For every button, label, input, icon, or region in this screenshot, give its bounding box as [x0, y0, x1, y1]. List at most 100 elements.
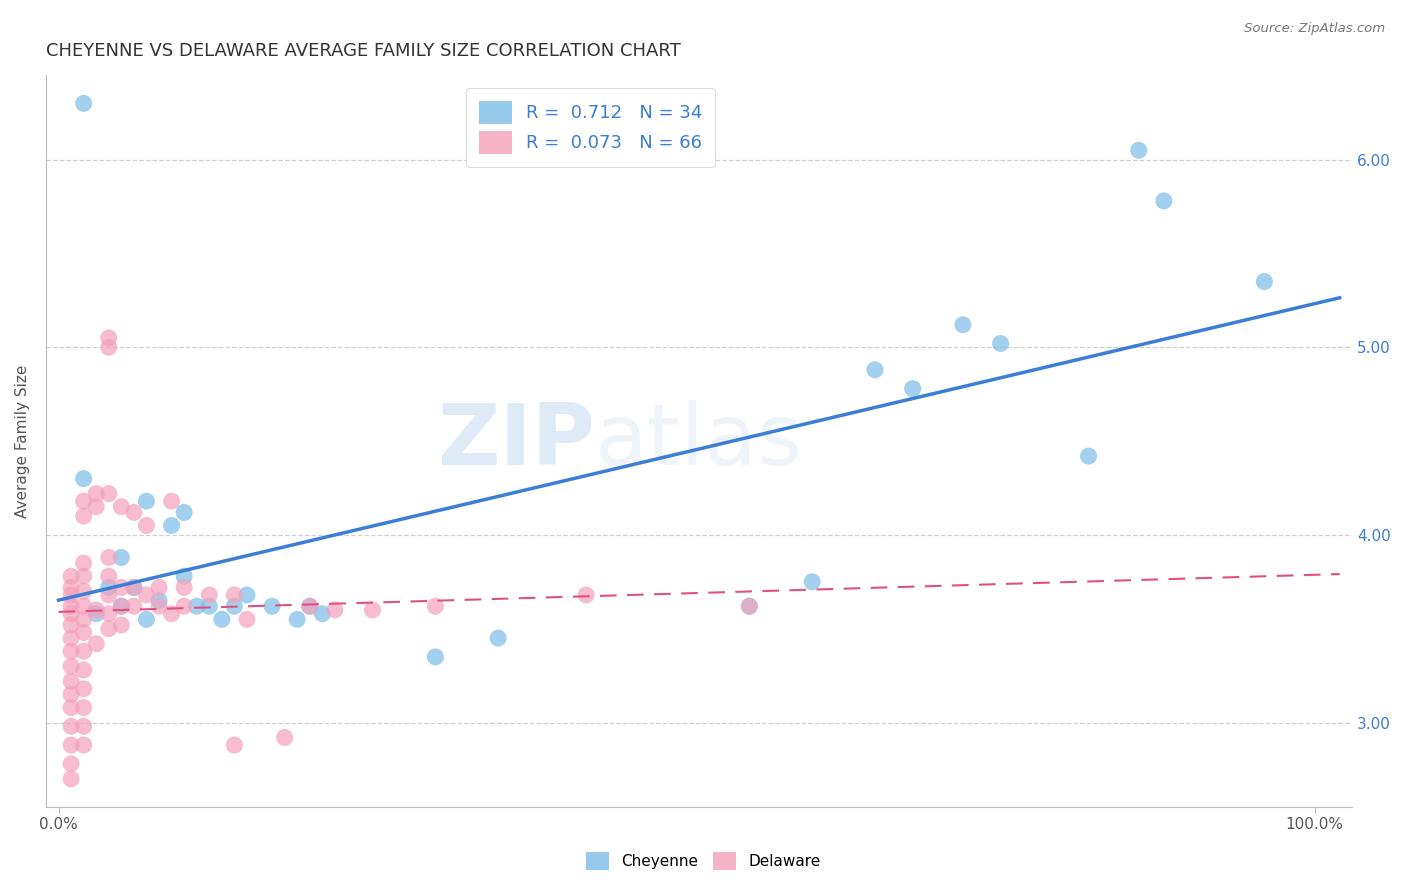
- Point: [148, 581, 170, 595]
- Point: [198, 599, 221, 614]
- Point: [236, 588, 259, 602]
- Point: [60, 607, 83, 621]
- Point: [60, 687, 83, 701]
- Point: [110, 550, 132, 565]
- Point: [72, 644, 94, 658]
- Point: [72, 700, 94, 714]
- Point: [84, 637, 107, 651]
- Point: [224, 588, 246, 602]
- Point: [298, 599, 321, 614]
- Point: [110, 618, 132, 632]
- Point: [173, 569, 195, 583]
- Point: [110, 599, 132, 614]
- Point: [311, 607, 333, 621]
- Text: ZIP: ZIP: [437, 400, 595, 483]
- Point: [160, 494, 183, 508]
- Point: [97, 486, 120, 500]
- Point: [425, 599, 447, 614]
- Point: [60, 719, 83, 733]
- Point: [901, 382, 924, 396]
- Point: [148, 599, 170, 614]
- Text: CHEYENNE VS DELAWARE AVERAGE FAMILY SIZE CORRELATION CHART: CHEYENNE VS DELAWARE AVERAGE FAMILY SIZE…: [46, 42, 681, 60]
- Text: atlas: atlas: [595, 400, 803, 483]
- Point: [97, 331, 120, 345]
- Point: [97, 569, 120, 583]
- Point: [72, 612, 94, 626]
- Legend: Cheyenne, Delaware: Cheyenne, Delaware: [579, 846, 827, 876]
- Point: [148, 593, 170, 607]
- Point: [1128, 143, 1150, 157]
- Point: [236, 612, 259, 626]
- Point: [60, 756, 83, 771]
- Point: [160, 518, 183, 533]
- Point: [60, 599, 83, 614]
- Point: [60, 618, 83, 632]
- Point: [97, 550, 120, 565]
- Point: [72, 569, 94, 583]
- Point: [122, 599, 145, 614]
- Point: [60, 738, 83, 752]
- Point: [1077, 449, 1099, 463]
- Point: [160, 607, 183, 621]
- Point: [60, 644, 83, 658]
- Point: [1253, 275, 1275, 289]
- Point: [97, 581, 120, 595]
- Point: [198, 588, 221, 602]
- Point: [84, 607, 107, 621]
- Point: [72, 472, 94, 486]
- Point: [738, 599, 761, 614]
- Point: [122, 581, 145, 595]
- Point: [224, 738, 246, 752]
- Point: [173, 581, 195, 595]
- Point: [211, 612, 233, 626]
- Point: [84, 500, 107, 514]
- Point: [60, 569, 83, 583]
- Point: [173, 505, 195, 519]
- Point: [84, 486, 107, 500]
- Point: [186, 599, 208, 614]
- Point: [72, 96, 94, 111]
- Point: [110, 599, 132, 614]
- Point: [486, 631, 509, 645]
- Point: [135, 518, 157, 533]
- Point: [72, 663, 94, 677]
- Point: [60, 631, 83, 645]
- Point: [72, 494, 94, 508]
- Point: [110, 581, 132, 595]
- Point: [60, 700, 83, 714]
- Point: [135, 588, 157, 602]
- Point: [97, 622, 120, 636]
- Point: [72, 738, 94, 752]
- Point: [298, 599, 321, 614]
- Point: [60, 674, 83, 689]
- Point: [224, 599, 246, 614]
- Point: [1153, 194, 1175, 208]
- Legend: R =  0.712   N = 34, R =  0.073   N = 66: R = 0.712 N = 34, R = 0.073 N = 66: [467, 88, 716, 167]
- Point: [323, 603, 346, 617]
- Point: [72, 509, 94, 524]
- Point: [361, 603, 384, 617]
- Point: [72, 584, 94, 599]
- Point: [97, 607, 120, 621]
- Point: [425, 649, 447, 664]
- Point: [72, 681, 94, 696]
- Point: [135, 494, 157, 508]
- Point: [60, 659, 83, 673]
- Point: [952, 318, 974, 332]
- Point: [72, 719, 94, 733]
- Point: [110, 500, 132, 514]
- Point: [273, 731, 295, 745]
- Point: [863, 363, 886, 377]
- Point: [135, 612, 157, 626]
- Point: [285, 612, 308, 626]
- Text: Source: ZipAtlas.com: Source: ZipAtlas.com: [1244, 22, 1385, 36]
- Point: [801, 574, 824, 589]
- Point: [60, 581, 83, 595]
- Point: [97, 340, 120, 354]
- Point: [738, 599, 761, 614]
- Point: [122, 505, 145, 519]
- Point: [60, 588, 83, 602]
- Point: [72, 599, 94, 614]
- Point: [122, 581, 145, 595]
- Point: [72, 556, 94, 570]
